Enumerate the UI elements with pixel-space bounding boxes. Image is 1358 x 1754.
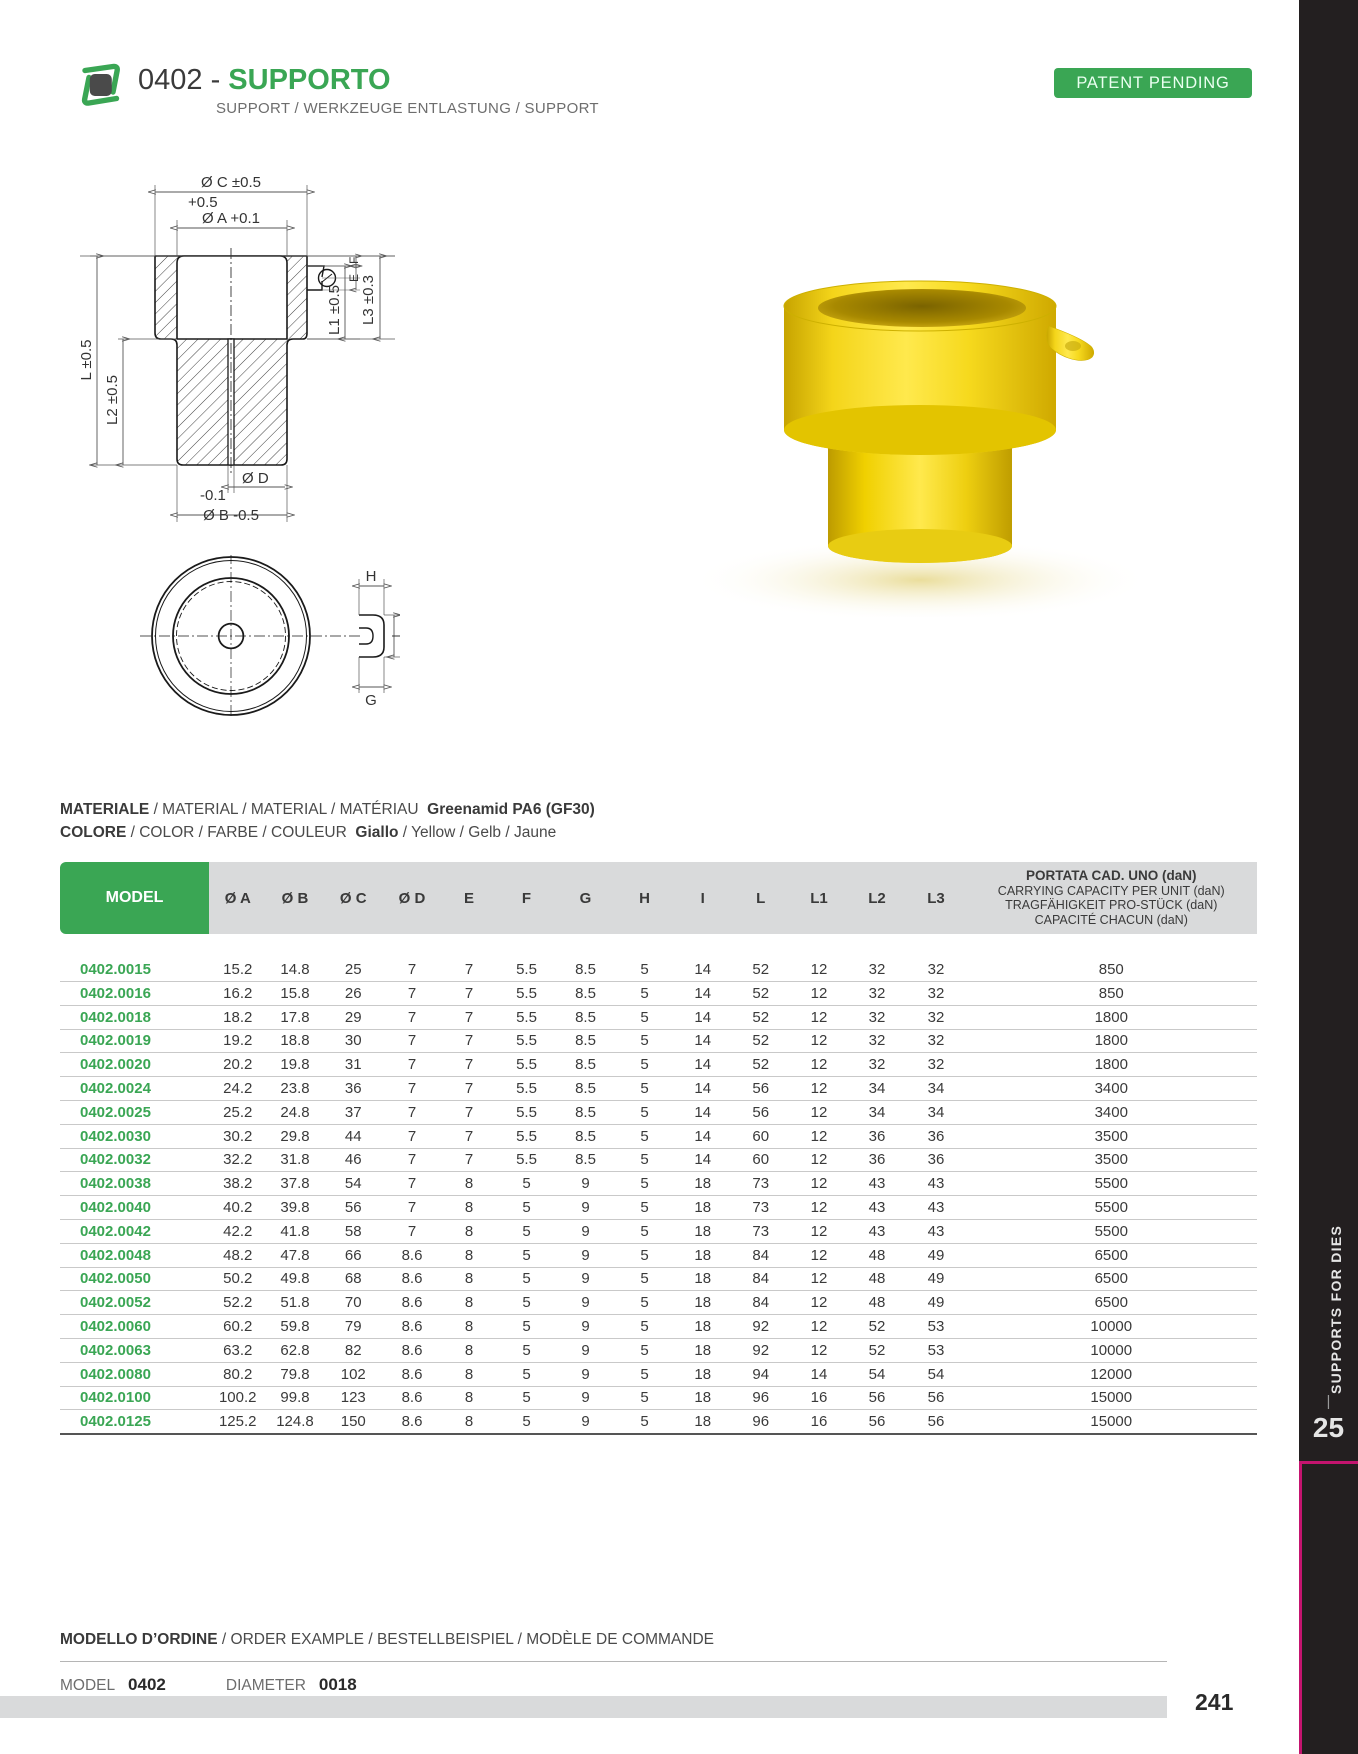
svg-text:F: F (347, 257, 361, 264)
svg-text:G: G (365, 692, 377, 709)
svg-text:Ø A +0.1: Ø A +0.1 (202, 210, 260, 227)
svg-text:E: E (347, 274, 361, 282)
svg-text:L1 ±0.5: L1 ±0.5 (326, 285, 343, 335)
svg-text:—: — (392, 627, 400, 644)
svg-text:L2 ±0.5: L2 ±0.5 (104, 375, 121, 425)
svg-text:-0.1: -0.1 (200, 487, 226, 504)
svg-text:L3 ±0.3: L3 ±0.3 (360, 275, 377, 325)
svg-text:Ø D: Ø D (242, 470, 269, 487)
svg-text:+0.5: +0.5 (188, 194, 218, 211)
svg-text:H: H (366, 568, 377, 585)
svg-text:Ø C ±0.5: Ø C ±0.5 (201, 174, 261, 191)
svg-text:L ±0.5: L ±0.5 (78, 339, 95, 380)
svg-text:Ø B -0.5: Ø B -0.5 (203, 507, 259, 524)
